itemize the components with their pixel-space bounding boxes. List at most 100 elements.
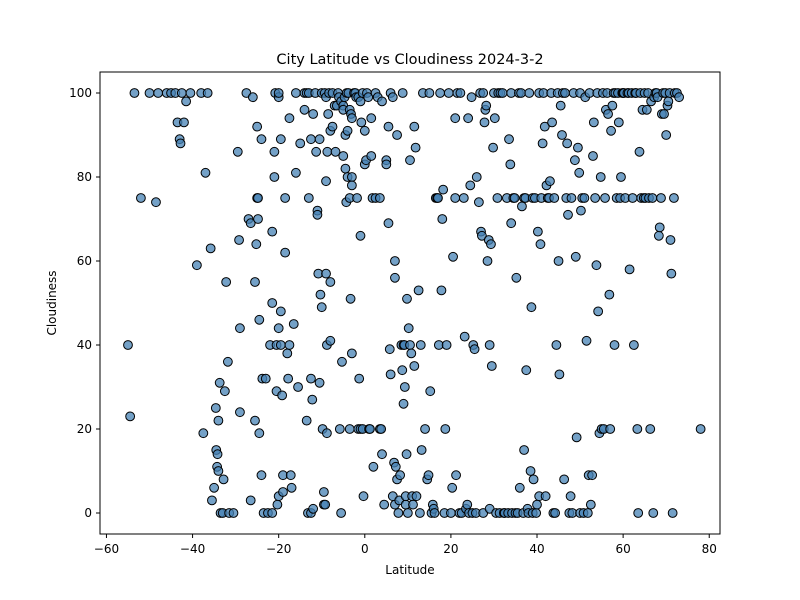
- data-point: [256, 470, 267, 481]
- data-point: [390, 256, 400, 266]
- data-point: [560, 88, 570, 98]
- data-point: [408, 499, 418, 510]
- data-point: [129, 88, 140, 98]
- data-point: [656, 193, 666, 203]
- data-point: [616, 172, 626, 182]
- data-point: [376, 424, 387, 434]
- data-point: [441, 340, 452, 350]
- data-point: [207, 495, 217, 506]
- data-point: [667, 508, 678, 518]
- data-point: [438, 184, 449, 195]
- data-point: [627, 193, 638, 203]
- points-layer: [123, 88, 706, 518]
- data-point: [346, 113, 357, 124]
- data-point: [603, 109, 613, 119]
- data-point: [212, 449, 223, 460]
- data-point: [526, 302, 537, 313]
- data-point: [377, 449, 387, 460]
- data-point: [251, 239, 262, 250]
- data-point: [458, 193, 469, 203]
- data-point: [433, 193, 443, 203]
- data-point: [284, 113, 295, 124]
- data-point: [590, 193, 601, 203]
- data-point: [551, 340, 562, 350]
- data-point: [424, 88, 435, 98]
- data-point: [661, 130, 672, 140]
- data-point: [345, 293, 356, 304]
- data-point: [272, 499, 283, 510]
- data-point: [256, 134, 267, 145]
- data-point: [571, 432, 582, 443]
- data-point: [254, 314, 265, 325]
- data-point: [450, 193, 461, 203]
- data-point: [478, 88, 489, 98]
- data-point: [505, 159, 516, 170]
- data-point: [606, 125, 616, 136]
- x-tick-label: −20: [266, 542, 291, 556]
- data-point: [532, 226, 543, 237]
- data-point: [235, 323, 245, 334]
- x-axis: −60 −40 −20 0 20 40 60 80: [94, 534, 717, 556]
- data-point: [222, 356, 233, 367]
- data-point: [455, 88, 466, 98]
- data-point: [245, 218, 256, 229]
- y-axis: 0 20 40 60 80 100: [69, 86, 100, 520]
- data-point: [573, 142, 583, 153]
- data-point: [413, 285, 424, 296]
- data-point: [191, 260, 202, 271]
- x-tick-label: −60: [94, 542, 119, 556]
- data-point: [385, 369, 396, 380]
- data-point: [648, 508, 659, 518]
- data-point: [395, 470, 406, 481]
- data-point: [674, 92, 684, 103]
- data-point: [381, 159, 392, 170]
- data-point: [565, 491, 576, 502]
- data-point: [344, 424, 355, 434]
- data-point: [447, 482, 458, 493]
- data-point: [334, 424, 345, 434]
- data-point: [209, 482, 220, 493]
- data-point: [235, 407, 245, 418]
- data-point: [437, 214, 448, 224]
- data-point: [267, 226, 278, 237]
- data-point: [354, 373, 365, 384]
- data-point: [555, 100, 566, 111]
- data-point: [250, 415, 260, 426]
- data-point: [570, 251, 581, 262]
- data-point: [392, 130, 402, 140]
- data-point: [291, 88, 301, 98]
- data-point: [525, 466, 536, 476]
- data-point: [399, 382, 410, 392]
- data-point: [409, 121, 420, 132]
- data-point: [321, 176, 331, 187]
- data-point: [581, 335, 592, 346]
- data-point: [420, 424, 430, 434]
- data-point: [346, 348, 357, 359]
- data-point: [415, 508, 425, 518]
- data-point: [585, 499, 596, 510]
- data-point: [406, 348, 417, 359]
- data-point: [634, 146, 645, 157]
- data-point: [320, 499, 331, 510]
- data-point: [355, 230, 366, 241]
- data-point: [535, 239, 546, 250]
- data-point: [549, 193, 560, 203]
- y-tick-label: 100: [69, 86, 92, 100]
- data-point: [423, 470, 434, 481]
- data-point: [321, 268, 331, 279]
- data-point: [425, 386, 436, 397]
- data-point: [463, 113, 474, 124]
- data-point: [489, 113, 500, 124]
- data-point: [153, 88, 164, 98]
- data-point: [337, 356, 347, 367]
- data-point: [277, 390, 288, 401]
- y-tick-label: 20: [77, 422, 92, 436]
- data-point: [221, 277, 232, 287]
- data-point: [514, 482, 525, 493]
- data-point: [315, 289, 326, 300]
- data-point: [330, 146, 341, 157]
- data-point: [377, 96, 387, 107]
- data-point: [446, 508, 456, 518]
- data-point: [250, 277, 260, 287]
- data-point: [125, 411, 136, 422]
